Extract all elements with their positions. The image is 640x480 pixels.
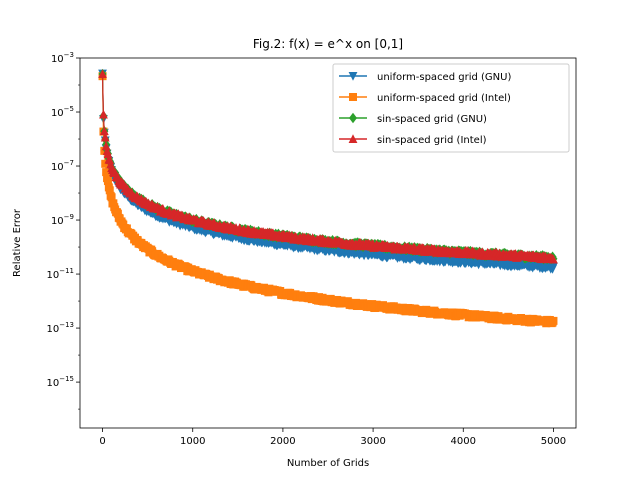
legend-marker <box>348 72 358 81</box>
x-tick-label: 4000 <box>451 436 476 447</box>
series-point <box>100 132 110 142</box>
legend: uniform-spaced grid (GNU) uniform-spaced … <box>332 63 570 153</box>
x-tick-label: 2000 <box>270 436 295 447</box>
y-tick-label: 10−5 <box>51 105 74 119</box>
series-point <box>105 155 115 165</box>
y-tick-label: 10−15 <box>46 375 74 389</box>
plot-frame <box>79 57 577 429</box>
legend-label: uniform-spaced grid (Intel) <box>377 93 511 104</box>
x-tick-label: 5000 <box>541 436 566 447</box>
series-point <box>103 177 112 186</box>
y-tick-label: 10−7 <box>51 159 74 173</box>
legend-label: sin-spaced grid (GNU) <box>377 114 487 125</box>
x-tick-label: 3000 <box>360 436 385 447</box>
y-axis-title: Relative Error <box>12 208 23 277</box>
series-point <box>99 126 109 136</box>
legend-entry: uniform-spaced grid (GNU) <box>339 72 511 83</box>
series-point <box>113 209 122 218</box>
legend-entry: sin-spaced grid (Intel) <box>339 134 487 146</box>
x-tick-label: 0 <box>99 436 105 447</box>
legend-label: sin-spaced grid (Intel) <box>377 135 487 146</box>
series-point <box>549 262 558 272</box>
y-axis-ticks: 10−15 10−13 10−11 10−9 10−7 10−5 10−3 <box>46 51 80 410</box>
series-layer <box>98 68 558 328</box>
legend-marker <box>349 112 357 124</box>
x-axis-title: Number of Grids <box>287 458 369 469</box>
series-point <box>549 316 558 325</box>
x-tick-label: 1000 <box>180 436 205 447</box>
series-point <box>105 186 114 195</box>
series-point <box>107 193 116 202</box>
series-point <box>98 69 107 79</box>
series-point <box>549 254 558 264</box>
legend-marker <box>349 93 357 101</box>
x-axis-ticks: 0 1000 2000 3000 4000 5000 <box>99 428 566 447</box>
y-tick-label: 10−9 <box>51 213 74 227</box>
legend-box <box>332 63 570 153</box>
legend-label: uniform-spaced grid (GNU) <box>377 72 511 83</box>
chart-title: Fig.2: f(x) = e^x on [0,1] <box>253 37 403 51</box>
series-point <box>101 159 110 168</box>
legend-entry: uniform-spaced grid (Intel) <box>339 93 511 104</box>
series-point <box>102 168 111 177</box>
series-point <box>101 141 111 151</box>
series-point <box>99 109 108 119</box>
series-3 <box>98 69 558 264</box>
legend-entries: uniform-spaced grid (GNU) uniform-spaced … <box>339 72 511 146</box>
series-point <box>103 149 113 159</box>
legend-marker <box>348 134 358 143</box>
y-tick-label: 10−13 <box>46 321 74 335</box>
y-tick-label: 10−11 <box>46 267 74 281</box>
legend-entry: sin-spaced grid (GNU) <box>339 112 487 125</box>
y-tick-label: 10−3 <box>51 51 74 65</box>
